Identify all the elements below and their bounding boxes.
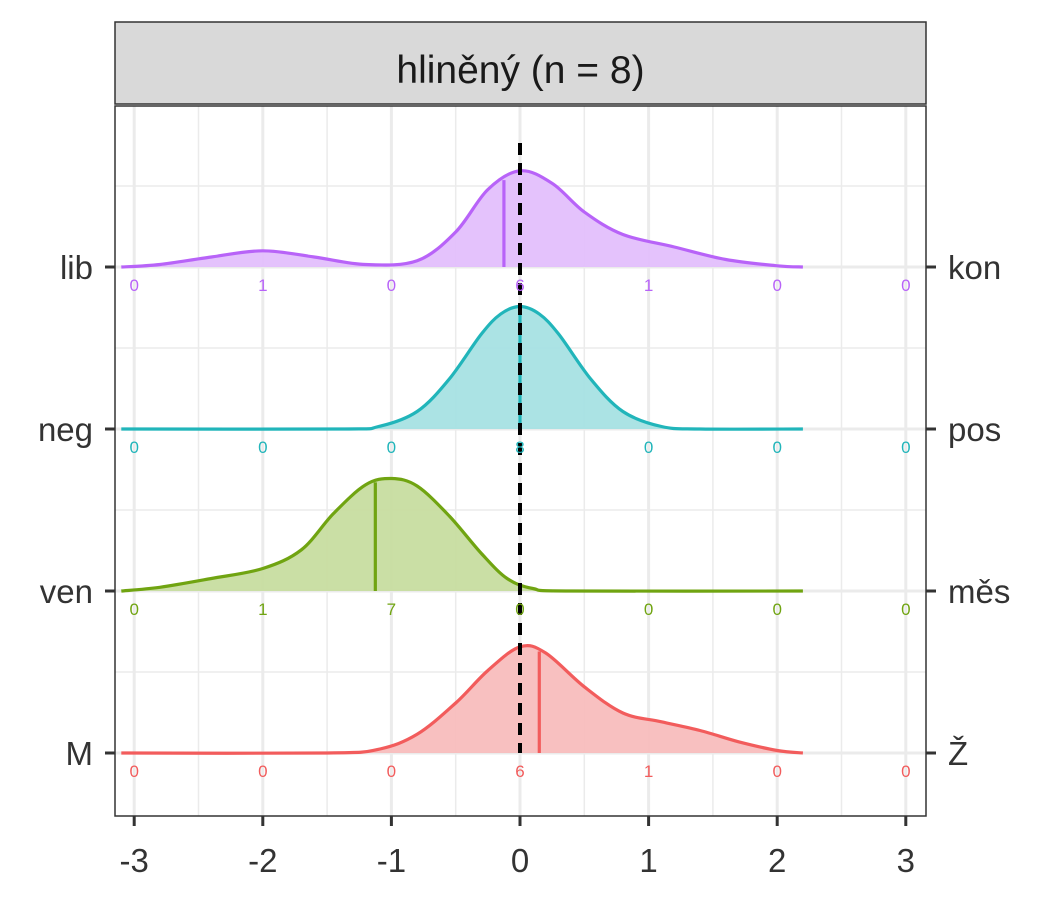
y-label-right-pos: pos xyxy=(948,411,1001,448)
x-tick-label: 2 xyxy=(768,842,786,879)
y-label-left-neg: neg xyxy=(38,411,93,448)
count-label: 0 xyxy=(129,762,138,781)
x-tick-label: -1 xyxy=(377,842,406,879)
ridge-fill-ven xyxy=(121,478,803,592)
count-label: 0 xyxy=(901,600,910,619)
y-label-right-měs: měs xyxy=(948,573,1010,610)
chart-title: hliněný (n = 8) xyxy=(396,49,644,92)
count-label: 0 xyxy=(387,276,396,295)
count-label: 7 xyxy=(387,600,396,619)
ridge-line-M xyxy=(121,643,804,755)
y-axis-right: kon pos měs Ž xyxy=(926,249,1010,772)
y-axis-left: lib neg ven M xyxy=(38,249,115,772)
count-label: 1 xyxy=(644,762,653,781)
count-label: 8 xyxy=(515,438,524,457)
x-tick-label: 3 xyxy=(897,842,915,879)
count-label: 0 xyxy=(515,600,524,619)
y-label-left-lib: lib xyxy=(60,249,93,286)
ridge-line-ven xyxy=(121,476,803,593)
count-label: 0 xyxy=(901,438,910,457)
x-tick-label: -2 xyxy=(248,842,277,879)
count-label: 0 xyxy=(772,276,781,295)
ridge-line-lib xyxy=(121,169,803,269)
count-label: 0 xyxy=(644,600,653,619)
ridge-M xyxy=(121,643,804,755)
ridge-lib xyxy=(121,169,803,269)
count-label: 0 xyxy=(901,762,910,781)
ridge-ven xyxy=(121,476,803,593)
count-label: 0 xyxy=(258,438,267,457)
facet-strip: hliněný (n = 8) xyxy=(114,21,927,105)
count-label: 0 xyxy=(772,600,781,619)
y-label-right-kon: kon xyxy=(948,249,1001,286)
count-label: 0 xyxy=(129,438,138,457)
count-label: 0 xyxy=(772,762,781,781)
x-tick-label: 1 xyxy=(639,842,657,879)
y-label-right-Ž: Ž xyxy=(948,735,968,772)
x-tick-label: 0 xyxy=(511,842,529,879)
count-label: 6 xyxy=(515,762,524,781)
count-label: 1 xyxy=(258,600,267,619)
density-layer xyxy=(121,169,804,755)
ridge-fill-neg xyxy=(121,306,803,430)
count-label: 0 xyxy=(901,276,910,295)
ridge-line-neg xyxy=(121,304,803,431)
count-label: 0 xyxy=(129,276,138,295)
count-label: 0 xyxy=(387,762,396,781)
count-label: 0 xyxy=(129,600,138,619)
count-label: 1 xyxy=(258,276,267,295)
ridge-fill-M xyxy=(121,645,803,754)
facet-strip-background xyxy=(114,21,927,105)
count-label: 0 xyxy=(644,438,653,457)
x-tick-label: -3 xyxy=(120,842,149,879)
y-label-left-M: M xyxy=(66,735,94,772)
y-label-left-ven: ven xyxy=(40,573,93,610)
ridge-fill-lib xyxy=(121,170,803,267)
x-axis: -3 -2 -1 0 1 2 3 xyxy=(120,816,915,879)
count-label: 0 xyxy=(258,762,267,781)
count-label: 6 xyxy=(515,276,524,295)
count-label: 0 xyxy=(772,438,781,457)
count-label: 0 xyxy=(387,438,396,457)
count-labels: 0 1 0 6 1 0 0 0 0 0 8 0 0 0 0 1 7 0 0 0 0 0 0 0 6 1 0 0 xyxy=(129,276,910,781)
ridge-neg xyxy=(121,304,803,431)
count-label: 1 xyxy=(644,276,653,295)
